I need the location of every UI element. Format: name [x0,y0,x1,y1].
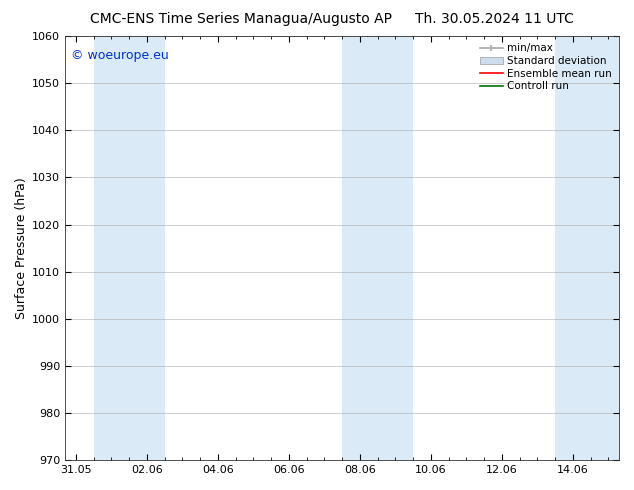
Legend: min/max, Standard deviation, Ensemble mean run, Controll run: min/max, Standard deviation, Ensemble me… [476,39,616,96]
Text: Th. 30.05.2024 11 UTC: Th. 30.05.2024 11 UTC [415,12,574,26]
Bar [342,36,413,460]
Y-axis label: Surface Pressure (hPa): Surface Pressure (hPa) [15,177,28,319]
Bar [555,36,619,460]
Text: CMC-ENS Time Series Managua/Augusto AP: CMC-ENS Time Series Managua/Augusto AP [90,12,392,26]
Bar [94,36,165,460]
Text: © woeurope.eu: © woeurope.eu [71,49,169,62]
